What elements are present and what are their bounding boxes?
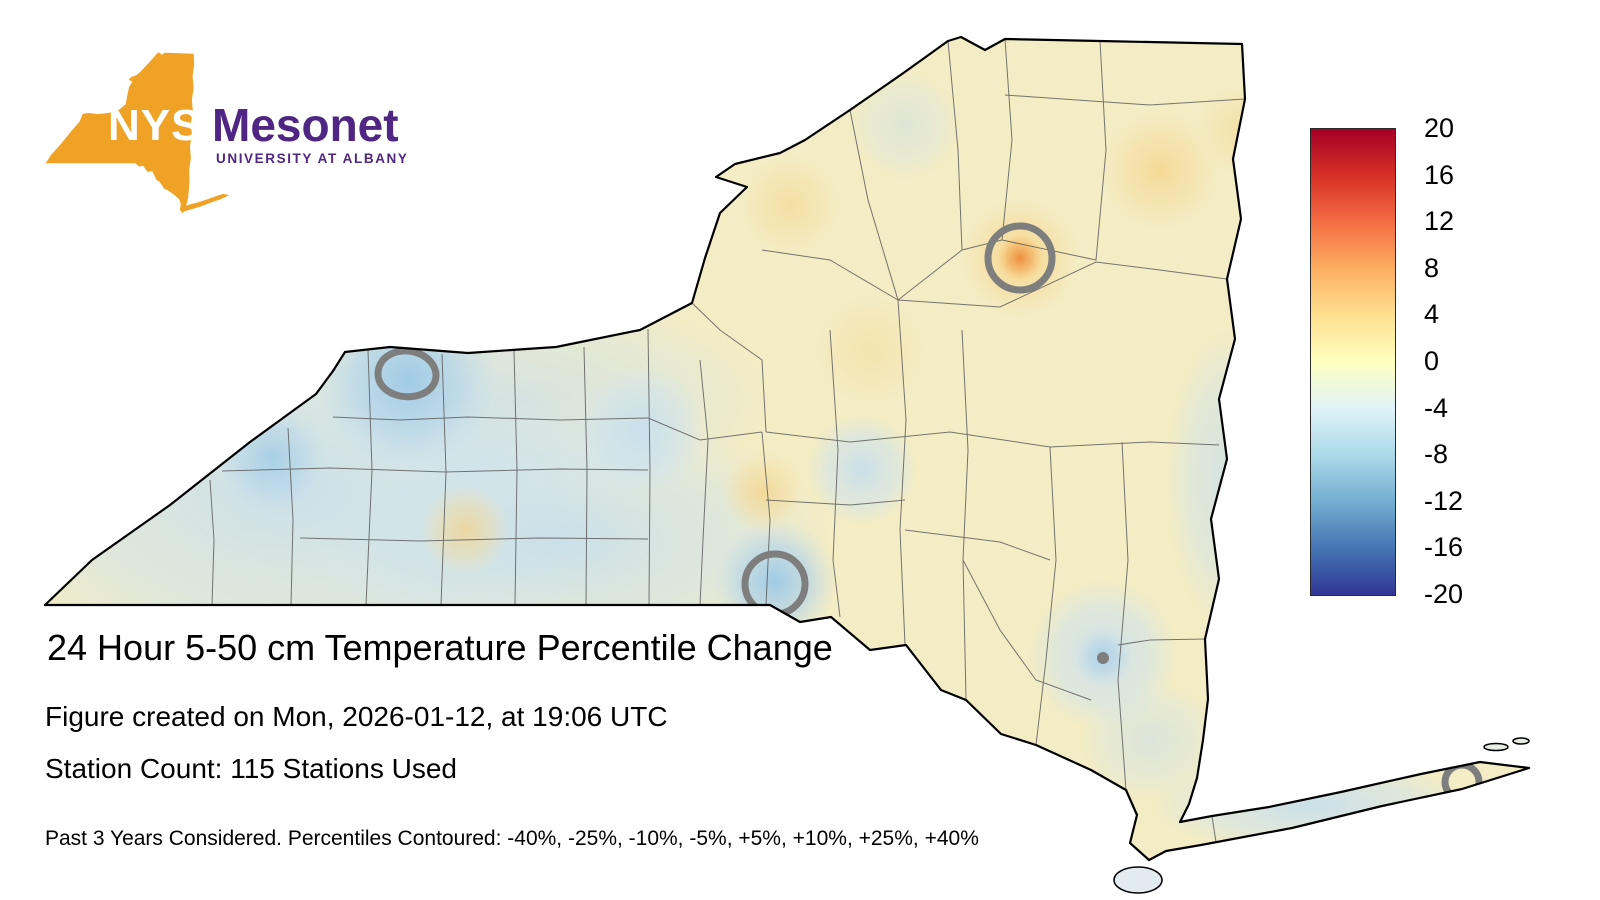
created-line: Figure created on Mon, 2026-01-12, at 19…	[45, 701, 668, 732]
island-staten	[1113, 866, 1163, 894]
station-dot	[1097, 652, 1109, 664]
station-count-line: Station Count: 115 Stations Used	[45, 753, 457, 784]
colorbar-tick-label: -4	[1424, 392, 1449, 423]
figure-title: 24 Hour 5-50 cm Temperature Percentile C…	[47, 627, 833, 668]
island-fishers	[1512, 737, 1530, 745]
logo-brand: Mesonet	[212, 99, 399, 151]
small-islands	[1113, 737, 1530, 894]
colorbar-tick-label: 0	[1424, 346, 1440, 376]
county-boundaries	[209, 38, 1246, 843]
logo-subtitle: UNIVERSITY AT ALBANY	[216, 151, 409, 166]
colorbar-tick-label: 20	[1424, 113, 1455, 143]
colorbar-tick-label: 4	[1424, 299, 1440, 330]
colorbar-tick-label: 16	[1424, 159, 1455, 190]
colorbar-tick-label: 12	[1424, 206, 1455, 237]
colorbar-gradient	[1311, 129, 1395, 595]
colorbar-tick-label: -20	[1424, 579, 1464, 609]
colorbar-tick-label: -16	[1424, 532, 1464, 563]
colorbar-tick-label: -12	[1424, 485, 1464, 516]
logo-acronym: NYS	[108, 101, 202, 150]
island-plum	[1483, 742, 1509, 752]
footnote: Past 3 Years Considered. Percentiles Con…	[45, 827, 979, 850]
colorbar	[1310, 128, 1396, 596]
colorbar-tick-label: 8	[1424, 252, 1440, 283]
contour-ring-north	[984, 222, 1056, 294]
contour-ring-west	[374, 347, 440, 401]
colorbar-tick-label: -8	[1424, 439, 1449, 470]
